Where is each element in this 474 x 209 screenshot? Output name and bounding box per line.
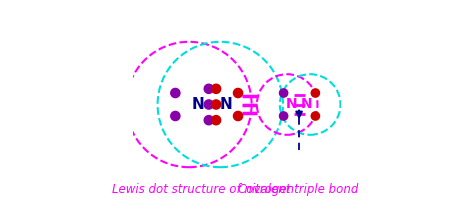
Circle shape: [234, 88, 243, 98]
Text: Lewis dot structure of nitrogen: Lewis dot structure of nitrogen: [112, 183, 295, 196]
Text: Covalent triple bond: Covalent triple bond: [238, 183, 359, 196]
Circle shape: [311, 89, 319, 97]
Text: N: N: [192, 97, 205, 112]
Circle shape: [171, 88, 180, 98]
Circle shape: [204, 116, 213, 125]
Circle shape: [211, 116, 221, 125]
Circle shape: [280, 89, 288, 97]
Circle shape: [211, 100, 221, 109]
Circle shape: [234, 111, 243, 121]
Circle shape: [311, 112, 319, 120]
Text: N: N: [286, 98, 298, 111]
Text: N: N: [219, 97, 232, 112]
Circle shape: [280, 112, 288, 120]
Circle shape: [204, 84, 213, 93]
Circle shape: [171, 111, 180, 121]
Text: N: N: [301, 98, 313, 111]
Circle shape: [204, 100, 213, 109]
Circle shape: [211, 84, 221, 93]
